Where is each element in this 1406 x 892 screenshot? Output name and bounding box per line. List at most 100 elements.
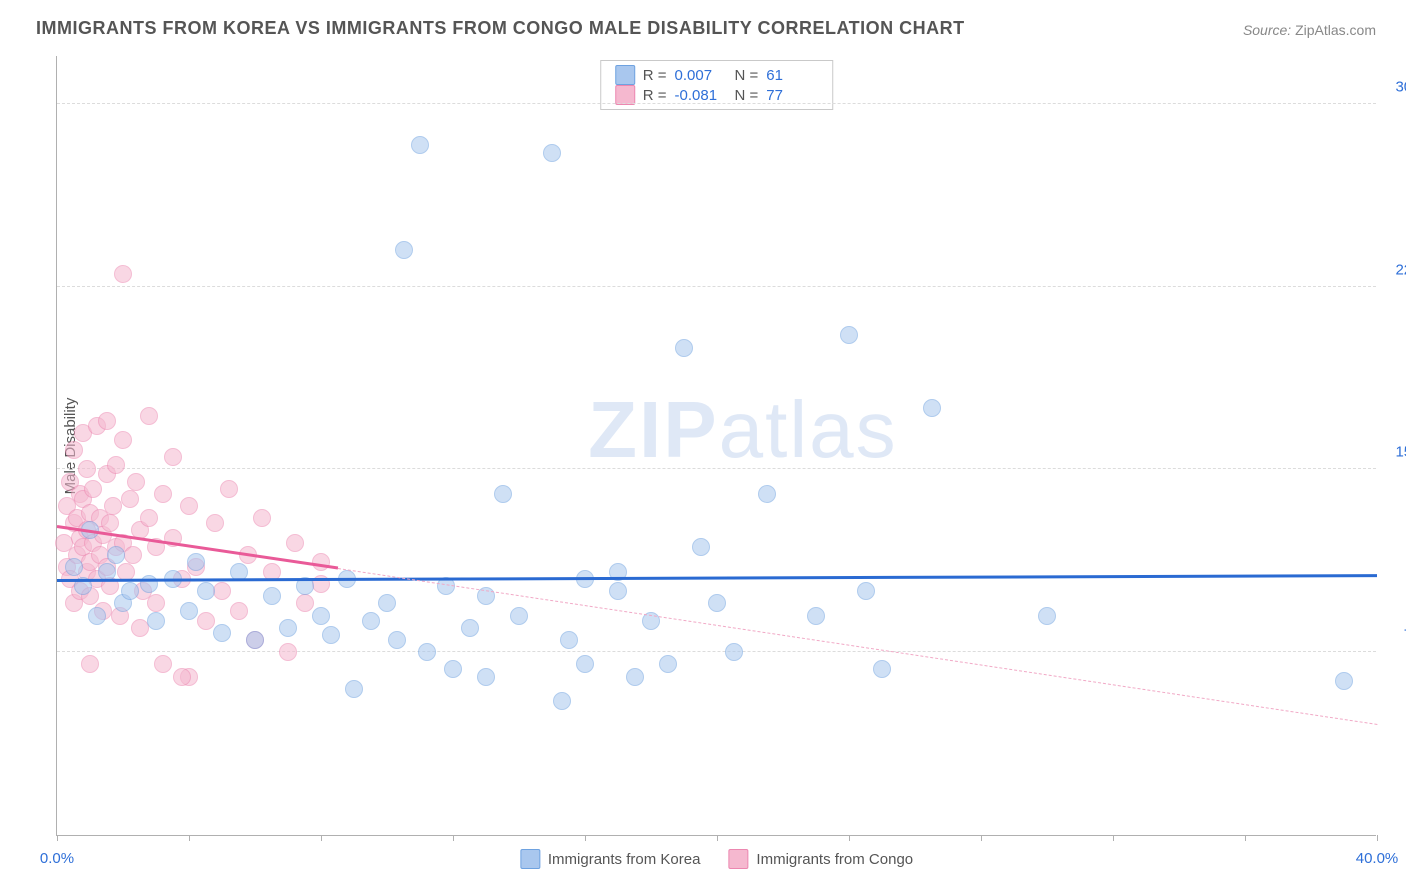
x-tick-label: 40.0% (1356, 850, 1399, 867)
data-point (107, 546, 125, 564)
y-tick-label: 30.0% (1382, 78, 1406, 95)
data-point (197, 612, 215, 630)
data-point (104, 497, 122, 515)
data-point (84, 480, 102, 498)
data-point (378, 594, 396, 612)
data-point (560, 631, 578, 649)
data-point (758, 485, 776, 503)
data-point (1038, 607, 1056, 625)
x-tick (57, 835, 58, 841)
legend-label: Immigrants from Congo (756, 851, 913, 868)
legend-row-korea: R = 0.007 N = 61 (615, 65, 819, 85)
trend-line (57, 574, 1377, 582)
data-point (418, 643, 436, 661)
data-point (140, 509, 158, 527)
x-tick-label: 0.0% (40, 850, 74, 867)
watermark-bold: ZIP (588, 385, 718, 474)
data-point (164, 448, 182, 466)
data-point (322, 626, 340, 644)
data-point (388, 631, 406, 649)
series-legend: Immigrants from Korea Immigrants from Co… (520, 849, 913, 869)
data-point (107, 456, 125, 474)
data-point (411, 136, 429, 154)
r-label: R = (643, 87, 667, 104)
data-point (147, 612, 165, 630)
data-point (873, 660, 891, 678)
data-point (345, 680, 363, 698)
data-point (609, 582, 627, 600)
y-tick-label: 15.0% (1382, 444, 1406, 461)
source-attribution: Source: ZipAtlas.com (1243, 22, 1376, 38)
data-point (510, 607, 528, 625)
data-point (140, 407, 158, 425)
n-label: N = (735, 67, 759, 84)
gridline (57, 651, 1376, 652)
n-value-korea: 61 (766, 67, 818, 84)
r-label: R = (643, 67, 667, 84)
data-point (626, 668, 644, 686)
data-point (477, 668, 495, 686)
data-point (173, 668, 191, 686)
data-point (923, 399, 941, 417)
data-point (840, 326, 858, 344)
watermark-rest: atlas (719, 385, 898, 474)
data-point (461, 619, 479, 637)
data-point (246, 631, 264, 649)
data-point (362, 612, 380, 630)
legend-item-korea: Immigrants from Korea (520, 849, 701, 869)
data-point (65, 441, 83, 459)
data-point (154, 655, 172, 673)
data-point (187, 553, 205, 571)
data-point (725, 643, 743, 661)
legend-label: Immigrants from Korea (548, 851, 701, 868)
data-point (124, 546, 142, 564)
data-point (553, 692, 571, 710)
gridline (57, 103, 1376, 104)
data-point (180, 497, 198, 515)
x-tick (1377, 835, 1378, 841)
data-point (576, 655, 594, 673)
data-point (213, 582, 231, 600)
gridline (57, 468, 1376, 469)
r-value-korea: 0.007 (675, 67, 727, 84)
x-tick (1245, 835, 1246, 841)
x-tick (849, 835, 850, 841)
data-point (197, 582, 215, 600)
data-point (140, 575, 158, 593)
data-point (675, 339, 693, 357)
x-tick (981, 835, 982, 841)
data-point (147, 594, 165, 612)
x-tick (1113, 835, 1114, 841)
data-point (708, 594, 726, 612)
data-point (180, 602, 198, 620)
data-point (263, 587, 281, 605)
data-point (121, 490, 139, 508)
x-tick (585, 835, 586, 841)
data-point (807, 607, 825, 625)
y-tick-label: 22.5% (1382, 261, 1406, 278)
swatch-korea (615, 65, 635, 85)
x-tick (189, 835, 190, 841)
data-point (88, 607, 106, 625)
data-point (127, 473, 145, 491)
data-point (78, 460, 96, 478)
data-point (857, 582, 875, 600)
data-point (114, 265, 132, 283)
data-point (114, 431, 132, 449)
legend-item-congo: Immigrants from Congo (728, 849, 913, 869)
data-point (206, 514, 224, 532)
source-label: Source: (1243, 22, 1291, 38)
data-point (220, 480, 238, 498)
data-point (213, 624, 231, 642)
data-point (296, 594, 314, 612)
swatch-congo (728, 849, 748, 869)
scatter-chart: ZIPatlas R = 0.007 N = 61 R = -0.081 N =… (56, 56, 1376, 836)
data-point (121, 582, 139, 600)
data-point (65, 558, 83, 576)
data-point (98, 412, 116, 430)
chart-title: IMMIGRANTS FROM KOREA VS IMMIGRANTS FROM… (36, 18, 965, 39)
data-point (286, 534, 304, 552)
data-point (253, 509, 271, 527)
data-point (154, 485, 172, 503)
data-point (692, 538, 710, 556)
